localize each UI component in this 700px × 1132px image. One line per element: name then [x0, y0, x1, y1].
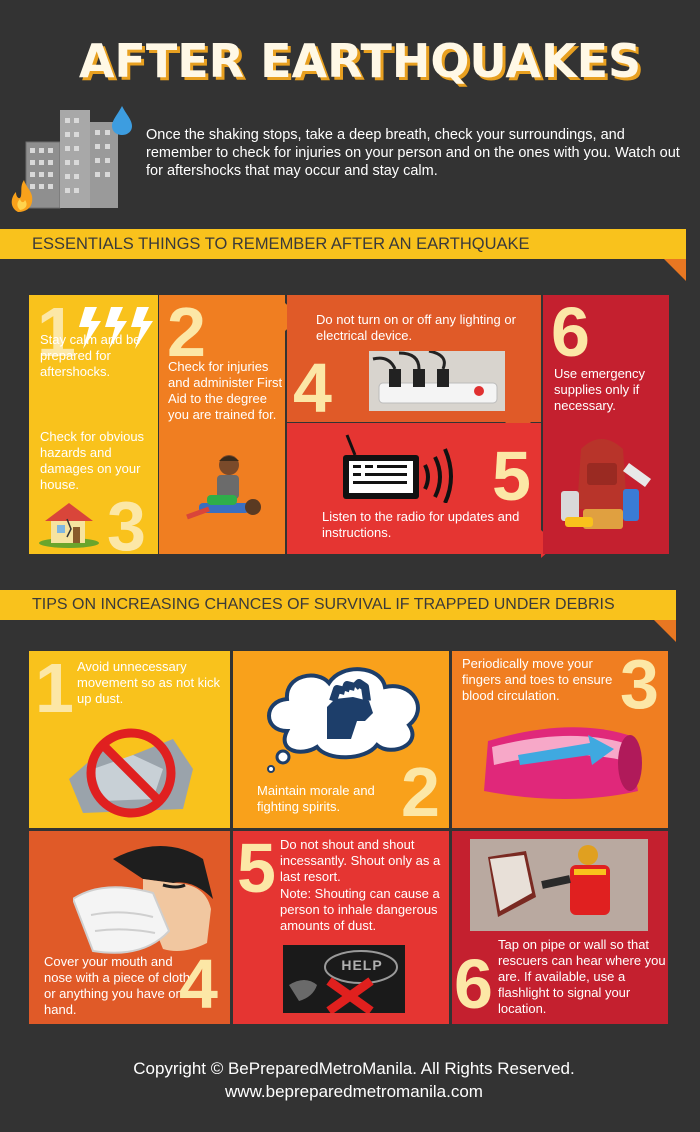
tip-number-3: 3 [620, 651, 659, 723]
essential-number-1: 1 [37, 295, 76, 371]
covered-face-icon [73, 846, 213, 954]
essential-number-4: 4 [293, 349, 332, 422]
tip-note-5: Note: Shouting can cause a person to inh… [280, 886, 440, 933]
tip-number-4: 4 [179, 945, 218, 1023]
power-strip-icon [369, 351, 505, 411]
essential-panel-1: 1 Stay calm and be prepared for aftersho… [29, 295, 158, 423]
essential-panel-3: Check for obvious hazards and damages on… [29, 423, 158, 554]
tip-number-2: 2 [401, 753, 440, 828]
essential-number-6: 6 [551, 295, 590, 371]
page-title: AFTER EARTHQUAKES [78, 34, 642, 88]
essential-text-4: Do not turn on or off any lighting or el… [316, 312, 516, 343]
section1-heading: ESSENTIALS THINGS TO REMEMBER AFTER AN E… [0, 229, 686, 259]
tip-panel-2: Maintain morale and fighting spirits. 2 [233, 651, 449, 828]
essential-number-5: 5 [492, 437, 531, 515]
essential-panel-6: 6 Use emergency supplies only if necessa… [543, 295, 669, 554]
essential-text-2: Check for injuries and administer First … [168, 359, 283, 422]
essential-text-6: Use emergency supplies only if necessary… [554, 366, 646, 413]
tip-number-1: 1 [35, 651, 74, 727]
no-dust-icon [69, 728, 193, 818]
tip-text-2: Maintain morale and fighting spirits. [257, 783, 375, 814]
emergency-kit-icon [561, 439, 651, 529]
essential-text-3: Check for obvious hazards and damages on… [40, 429, 145, 492]
tip-text-6: Tap on pipe or wall so that rescuers can… [498, 937, 666, 1016]
essential-number-3: 3 [107, 487, 146, 554]
tip-panel-1: 1 Avoid unnecessary movement so as not k… [29, 651, 230, 828]
buildings-icon [11, 106, 132, 212]
shouting-icon [289, 950, 398, 1013]
tip-panel-4: Cover your mouth and nose with a piece o… [29, 831, 230, 1024]
damaged-house-icon [39, 503, 99, 548]
band-fold-2 [654, 620, 676, 642]
intro-text: Once the shaking stops, take a deep brea… [146, 127, 680, 179]
website-link[interactable]: www.bepreparedmetromanila.com [225, 1082, 483, 1101]
tip-number-6: 6 [454, 945, 493, 1023]
band-fold [664, 259, 686, 281]
tip-text-1: Avoid unnecessary movement so as not kic… [77, 659, 221, 706]
essential-text-5: Listen to the radio for updates and inst… [322, 509, 520, 540]
first-aid-icon [186, 455, 261, 520]
essential-panel-2: 2 Check for injuries and administer Firs… [159, 295, 285, 554]
essential-text-1: Stay calm and be prepared for aftershock… [40, 332, 141, 379]
lightning-icon [79, 307, 153, 349]
essential-panel-4: Do not turn on or off any lighting or el… [287, 295, 541, 422]
tip-panel-5: 5 Do not shout and shout incessantly. Sh… [233, 831, 449, 1024]
section2-heading: TIPS ON INCREASING CHANCES OF SURVIVAL I… [0, 590, 676, 620]
tip-panel-6: Tap on pipe or wall so that rescuers can… [452, 831, 668, 1024]
copyright-text: Copyright © BePreparedMetroManila. All R… [133, 1059, 575, 1078]
tip-panel-3: Periodically move your fingers and toes … [452, 651, 668, 828]
fist-cloud-icon [267, 667, 420, 773]
help-image: HELP [283, 945, 405, 1013]
blood-vessel-icon [484, 727, 642, 799]
radio-icon [343, 434, 453, 503]
help-sign-text: HELP [341, 957, 383, 973]
tip-text-3: Periodically move your fingers and toes … [462, 656, 613, 703]
essential-panel-5: 5 Listen to the radio for updates and in… [287, 423, 541, 554]
tip-text-4: Cover your mouth and nose with a piece o… [44, 954, 190, 1017]
tip-number-5: 5 [237, 831, 276, 907]
essential-number-2: 2 [167, 295, 206, 371]
tip-text-5: Do not shout and shout incessantly. Shou… [280, 837, 441, 884]
rescuer-icon [470, 839, 648, 931]
